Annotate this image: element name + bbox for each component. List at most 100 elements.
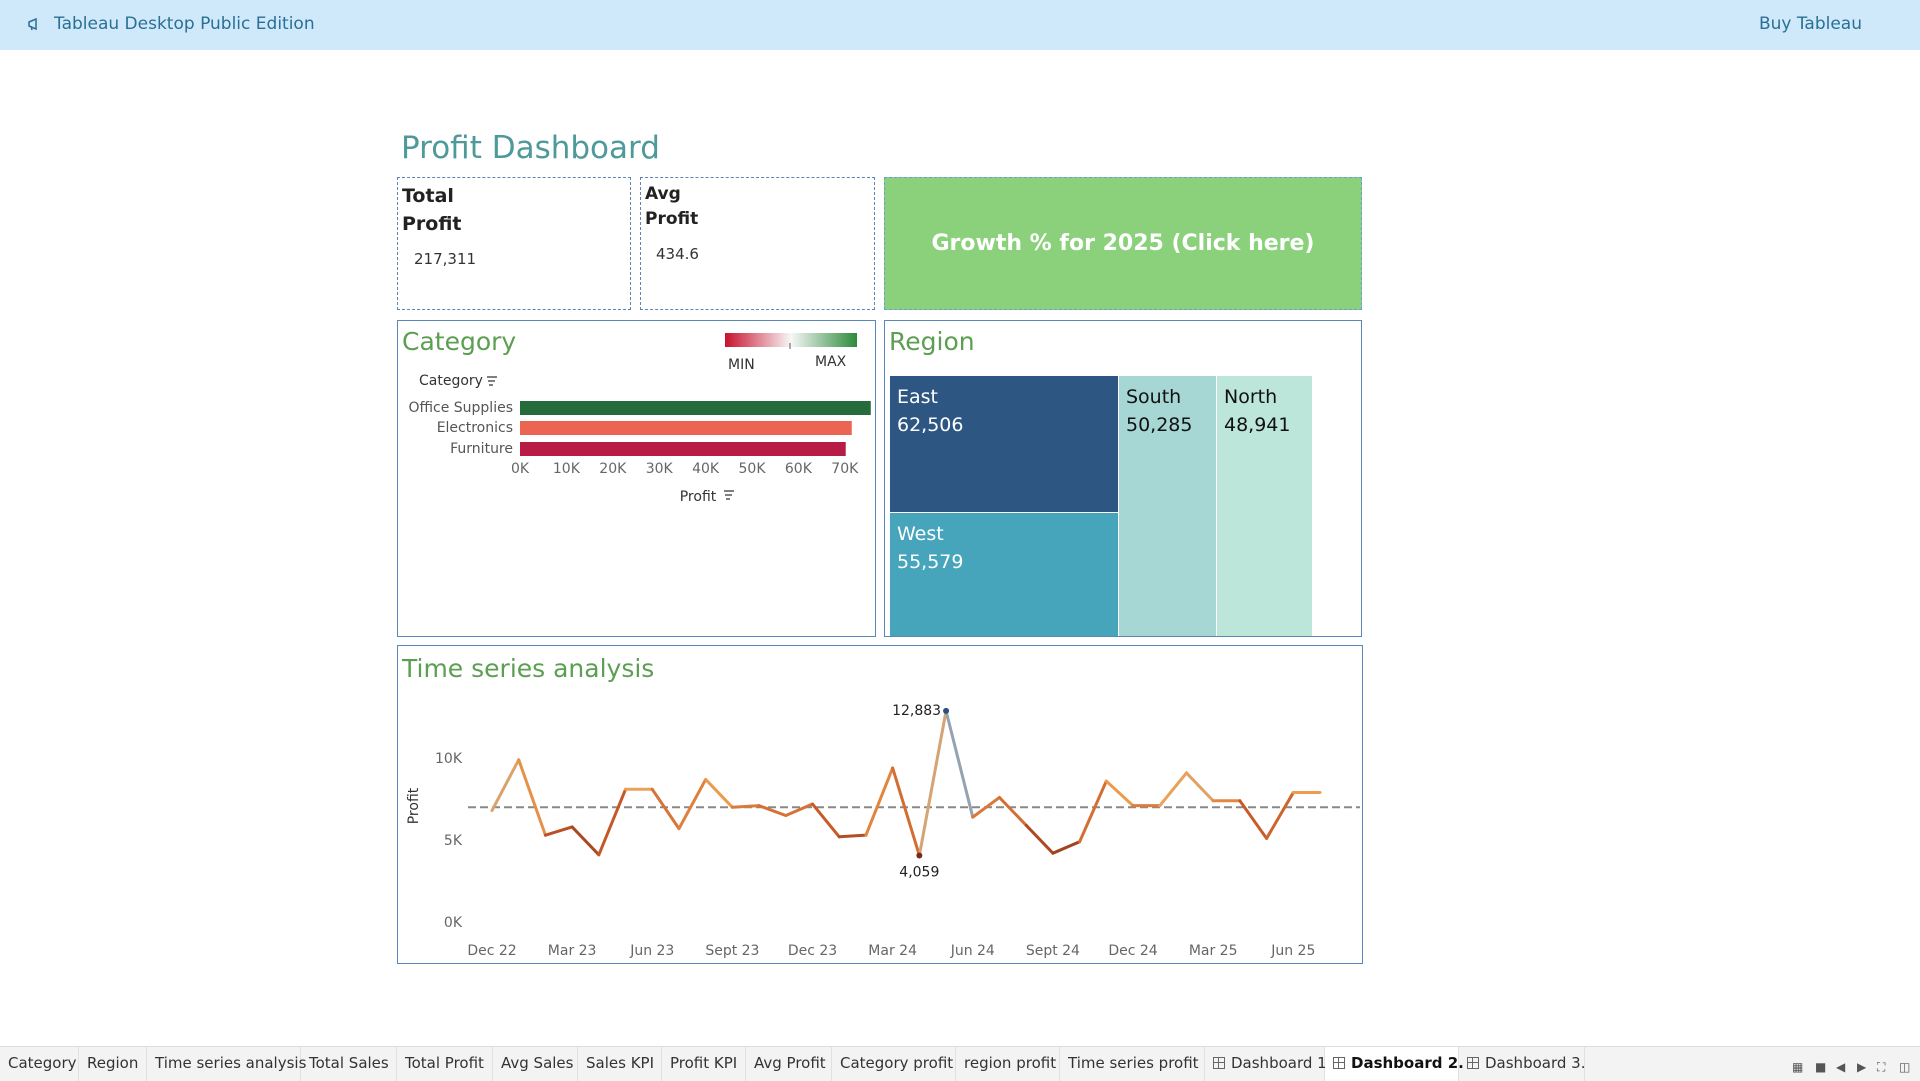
x-tick-label: Sept 24 [1026,943,1080,959]
treemap-tile [890,376,1118,512]
buy-tableau-link[interactable]: Buy Tableau [1758,14,1862,34]
min-point-marker [916,852,923,859]
sheet-tab[interactable]: Dashboard 3. [1459,1047,1585,1081]
fullscreen-icon[interactable]: ⛶ [1877,1060,1886,1074]
sheet-tab[interactable]: Region [79,1047,147,1081]
sheet-tab[interactable]: Avg Sales [493,1047,578,1081]
series-line-segment [784,802,815,817]
sheet-tab-label: Avg Profit [754,1054,826,1072]
category-bar [520,421,852,435]
max-point-marker [943,707,950,714]
series-line-segment [837,833,868,839]
kpi-avg-profit-value: 434.6 [656,245,699,263]
series-line-segment [517,758,547,837]
kpi-total-label-line2: Profit [402,213,462,235]
kpi-total-profit-card[interactable]: Total Profit 217,311 [397,177,631,310]
legend-max-label: MAX [815,354,847,370]
sheet-tab-label: Time series analysis [155,1054,307,1072]
category-panel: Category MIN MAX Category Office Supplies El… [397,320,876,637]
series-line-segment [1265,791,1295,840]
treemap-tile [1119,376,1216,636]
kpi-avg-profit-label: Avg Profit [645,182,698,232]
x-tick-label: Dec 22 [467,943,516,959]
sheet-tab[interactable]: Category profit [832,1047,956,1081]
treemap-region-name: East [897,386,938,408]
time-series-line-chart: Profit 0K 5K 10K Dec 22 Mar 23 Jun 23 Sept 23 De… [406,703,1360,959]
dashboard-icon [1467,1057,1479,1069]
series-line-segment [704,777,734,809]
x-tick-label: 0K [511,461,530,477]
previous-sheet-icon[interactable]: ◀ [1836,1060,1846,1074]
treemap-region-value: 48,941 [1224,414,1290,436]
dashboard-icon [1213,1057,1225,1069]
x-tick-label: Mar 24 [868,943,917,959]
max-point-label: 12,883 [892,703,941,719]
kpi-avg-profit-card[interactable]: Avg Profit 434.6 [640,177,875,310]
series-line-segment [757,804,788,817]
sheet-tab[interactable]: Total Profit [397,1047,493,1081]
treemap-tile [890,513,1118,636]
category-bar-chart: MIN MAX Category Office Supplies Electronics… [408,333,871,505]
x-tick-label: Mar 25 [1189,943,1238,959]
megaphone-icon [28,17,37,31]
series-line-segment [1078,779,1108,844]
sort-icon [487,376,497,386]
category-label: Furniture [450,441,513,457]
x-tick-label: Mar 23 [548,943,597,959]
sheet-tab-label: Dashboard 3. [1485,1054,1586,1072]
region-panel: Region East 62,506 West 55,579 South 50,285 No… [884,320,1362,637]
region-panel-title: Region [889,327,975,356]
color-legend-bar [725,333,857,347]
x-tick-label: Jun 24 [950,943,995,959]
sheet-tab[interactable]: Total Sales [301,1047,397,1081]
x-tick-label: 50K [739,461,767,477]
category-bar [520,442,846,456]
dashboard-icon [1333,1057,1345,1069]
x-tick-label: 10K [553,461,581,477]
series-line-segment [1158,771,1188,808]
sheet-tab[interactable]: Profit KPI [662,1047,746,1081]
sheet-tab[interactable]: Avg Profit [746,1047,832,1081]
treemap-region-value: 55,579 [897,551,963,573]
series-line-segment [543,825,574,837]
time-series-panel-title: Time series analysis [402,654,655,683]
growth-2025-button[interactable]: Growth % for 2025 (Click here) [884,177,1362,310]
x-tick-label: 40K [692,461,720,477]
category-header: Category [419,373,483,389]
sheet-tab[interactable]: region profit [956,1047,1060,1081]
series-line-segment [650,787,681,831]
kpi-total-label-line1: Total [402,185,454,207]
sheet-tab[interactable]: Category [0,1047,79,1081]
top-banner: Tableau Desktop Public Edition Buy Table… [0,0,1920,50]
series-line-segment [1238,799,1269,840]
sheet-tab[interactable]: Sales KPI [578,1047,662,1081]
series-line-segment [811,802,841,839]
show-sheets-icon[interactable]: ▦ [1792,1060,1804,1074]
y-axis-title: Profit [406,787,422,824]
series-line-segment [597,787,628,857]
x-tick-label: Jun 25 [1270,943,1315,959]
x-tick-label: 20K [599,461,627,477]
sheet-tab[interactable]: Dashboard 1 [1205,1047,1327,1081]
x-axis-title: Profit [680,489,717,505]
filmstrip-icon[interactable]: ■ [1815,1060,1827,1074]
presentation-icon[interactable]: ◫ [1899,1060,1911,1074]
x-tick-label: 30K [646,461,674,477]
app-title: Tableau Desktop Public Edition [54,14,315,34]
legend-min-label: MIN [728,357,755,373]
sheet-tab[interactable]: Dashboard 2. [1325,1047,1464,1081]
sheet-tab-label: Region [87,1054,139,1072]
treemap-tile [1217,376,1312,636]
series-line-segment [570,825,601,857]
sort-icon [724,490,734,500]
sheet-tab-label: Dashboard 2. [1351,1054,1464,1072]
series-line-segment [490,758,521,813]
x-tick-label: Jun 23 [629,943,674,959]
min-point-label: 4,059 [899,864,939,880]
next-sheet-icon[interactable]: ▶ [1857,1060,1867,1074]
sheet-tab[interactable]: Time series profit [1060,1047,1205,1081]
sheet-tab[interactable]: Time series analysis [147,1047,306,1081]
sheet-tab-label: Avg Sales [501,1054,574,1072]
y-tick-label: 10K [435,751,463,767]
sheet-tab-label: Category profit [840,1054,954,1072]
